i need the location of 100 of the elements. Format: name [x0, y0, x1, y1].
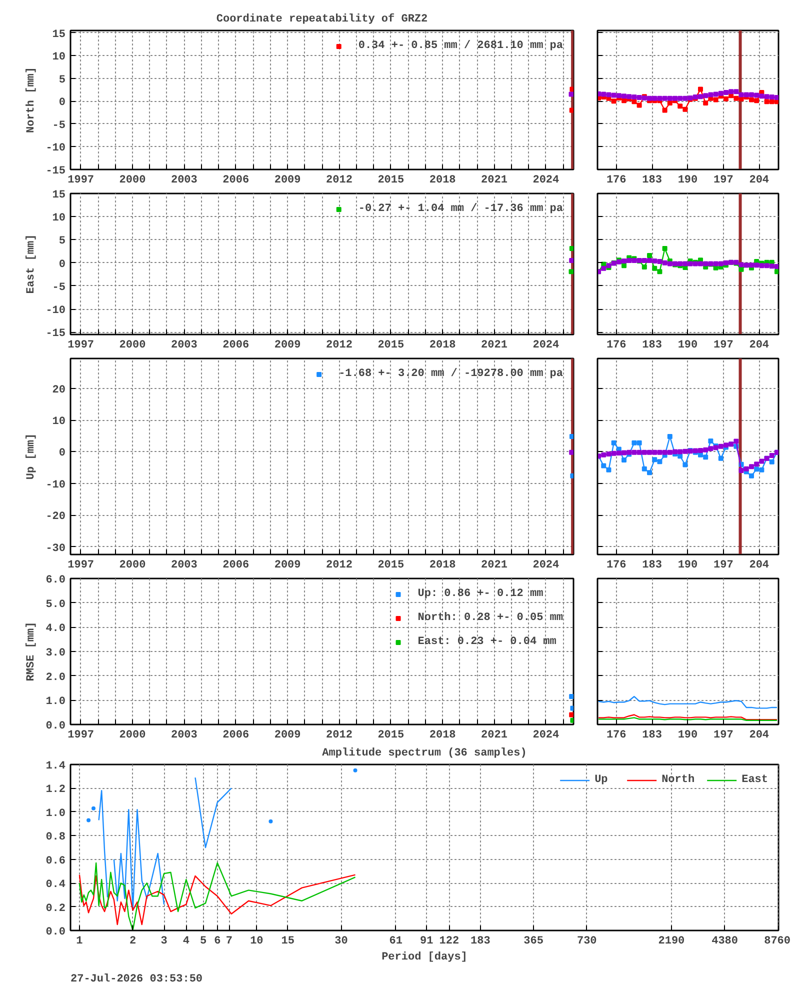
x-tick-label: 365	[524, 936, 544, 948]
y-tick-label: 0	[58, 258, 66, 271]
y-tick-label: 6.0	[46, 574, 66, 586]
chart-title: Coordinate repeatability of GRZ2	[216, 12, 428, 26]
x-tick-label: 204	[749, 340, 770, 352]
y-tick-label: 0.6	[46, 855, 66, 868]
x-tick-label: 15	[281, 936, 295, 948]
y-tick-label: 15	[52, 28, 66, 41]
legend-label: East	[742, 774, 768, 786]
x-tick-label: 2015	[378, 560, 405, 572]
x-tick-label: 190	[678, 560, 698, 572]
x-tick-label: 197	[714, 560, 734, 572]
y-tick-label: 5	[58, 74, 66, 86]
x-tick-label: 2018	[429, 174, 456, 186]
x-tick-label: 2006	[222, 730, 250, 742]
x-tick-label: 2009	[274, 340, 301, 352]
x-tick-label: 2003	[170, 174, 198, 186]
y-tick-label: -10	[46, 305, 66, 318]
x-tick-label: 8760	[764, 936, 790, 948]
y-axis-title: Up [mm]	[26, 433, 38, 480]
y-tick-label: -10	[46, 142, 66, 155]
y-tick-label: 4.0	[46, 623, 66, 636]
y-tick-label: -15	[46, 166, 66, 178]
legend-label: 0.34 +- 0.85 mm / 2681.10 mm pa	[358, 40, 563, 52]
x-tick-label: 2000	[119, 730, 146, 742]
y-tick-label: 1.2	[46, 784, 66, 796]
legend-label: East: 0.23 +- 0.04 mm	[418, 636, 556, 648]
x-tick-label: 190	[678, 340, 698, 352]
x-tick-label: 2018	[429, 730, 456, 742]
legend-label: Up	[594, 774, 609, 786]
y-tick-label: 1.0	[46, 696, 66, 708]
x-tick-label: 2015	[378, 174, 405, 186]
x-tick-label: 2018	[429, 340, 456, 352]
y-tick-label: 0.4	[46, 879, 66, 892]
x-tick-label: 2024	[532, 174, 560, 186]
x-tick-label: 122	[439, 936, 460, 948]
y-tick-label: 0	[58, 448, 66, 460]
x-tick-label: 2015	[378, 340, 405, 352]
x-tick-label: 183	[642, 340, 662, 352]
x-tick-label: 730	[577, 936, 597, 948]
y-tick-label: -5	[52, 282, 66, 294]
x-tick-label: 1997	[68, 340, 94, 352]
y-tick-label: 1.0	[46, 808, 66, 820]
x-tick-label: 183	[470, 936, 491, 948]
y-tick-label: -30	[46, 542, 66, 555]
y-tick-label: 5	[58, 236, 66, 248]
legend-label: -0.27 +- 1.04 mm / -17.36 mm pa	[358, 203, 563, 215]
x-tick-label: 2000	[119, 560, 146, 572]
y-tick-label: 2.0	[46, 672, 66, 684]
x-tick-label: 176	[606, 340, 626, 352]
y-tick-label: 10	[52, 212, 66, 225]
x-tick-label: 7	[226, 936, 233, 948]
x-tick-label: 204	[749, 174, 770, 186]
y-tick-label: 0.0	[46, 926, 66, 938]
x-tick-label: 2024	[532, 730, 560, 742]
chart-title: Amplitude spectrum (36 samples)	[322, 748, 527, 760]
y-tick-label: -5	[52, 120, 66, 132]
x-tick-label: 176	[606, 730, 626, 742]
x-tick-label: 183	[642, 560, 662, 572]
y-tick-label: 5.0	[46, 598, 66, 611]
x-tick-label: 5	[200, 936, 208, 948]
x-tick-label: 204	[749, 730, 770, 742]
y-tick-label: 10	[52, 416, 66, 428]
x-tick-label: 176	[606, 174, 626, 186]
legend-label: Up: 0.86 +- 0.12 mm	[418, 588, 544, 600]
legend-label: North: 0.28 +- 0.05 mm	[418, 612, 563, 624]
x-tick-label: 30	[334, 936, 348, 948]
x-tick-label: 2021	[481, 730, 508, 742]
x-tick-label: 197	[714, 730, 734, 742]
x-tick-label: 1	[76, 936, 84, 948]
x-tick-label: 2024	[532, 340, 560, 352]
x-tick-label: 2000	[119, 174, 146, 186]
x-tick-label: 2003	[170, 340, 198, 352]
legend-label: -1.68 +- 3.20 mm / -19278.00 mm pa	[338, 368, 563, 380]
x-tick-label: 6	[214, 936, 221, 948]
x-tick-label: 2024	[532, 560, 560, 572]
x-tick-label: 3	[160, 936, 168, 948]
x-tick-label: 2012	[326, 174, 352, 186]
x-tick-label: 2003	[170, 560, 198, 572]
x-tick-label: 2012	[326, 730, 352, 742]
y-tick-label: -20	[46, 511, 66, 524]
x-tick-label: 176	[606, 560, 626, 572]
x-tick-label: 197	[714, 340, 734, 352]
x-tick-label: 190	[678, 174, 698, 186]
y-tick-label: 1.4	[46, 760, 66, 772]
x-tick-label: 1997	[68, 174, 94, 186]
y-tick-label: -15	[46, 328, 66, 340]
x-tick-label: 183	[642, 730, 662, 742]
x-tick-label: 190	[678, 730, 698, 742]
x-tick-label: 61	[389, 936, 403, 948]
x-tick-label: 2015	[378, 730, 405, 742]
y-tick-label: 0.8	[46, 832, 66, 844]
x-tick-label: 2	[130, 936, 136, 948]
y-tick-label: -10	[46, 479, 66, 492]
y-axis-title: East [mm]	[26, 234, 38, 294]
x-tick-label: 2021	[481, 174, 508, 186]
x-tick-label: 2003	[170, 730, 198, 742]
x-tick-label: 2009	[274, 730, 301, 742]
x-tick-label: 197	[714, 174, 734, 186]
x-tick-label: 10	[250, 936, 264, 948]
